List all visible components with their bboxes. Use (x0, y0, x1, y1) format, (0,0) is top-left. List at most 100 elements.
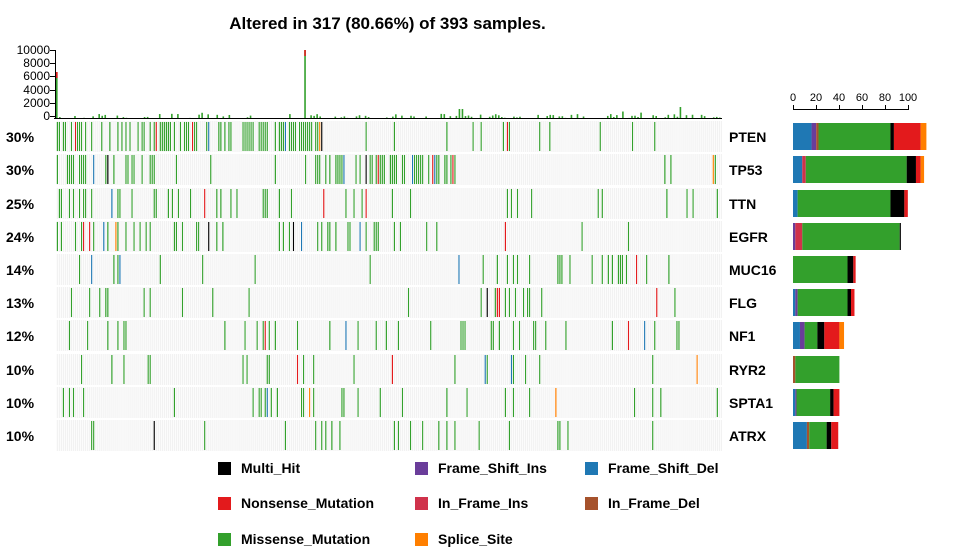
matrix-gap (467, 387, 469, 418)
matrix-gap (156, 320, 158, 351)
matrix-gap (124, 188, 126, 219)
matrix-gap (465, 354, 467, 385)
matrix-gap (564, 188, 566, 219)
matrix-gap (524, 254, 526, 285)
matrix-gap (528, 354, 530, 385)
matrix-gap (465, 387, 467, 418)
matrix-gap (689, 420, 691, 451)
matrix-gap (64, 154, 65, 185)
matrix-gap (193, 154, 195, 185)
matrix-gap (360, 354, 362, 385)
matrix-gap (657, 354, 659, 385)
matrix-gap (306, 221, 308, 252)
matrix-gap (451, 254, 453, 285)
matrix-gap (177, 354, 178, 385)
matrix-gap (497, 154, 499, 185)
matrix-gap (116, 154, 118, 185)
matrix-gap (536, 320, 538, 351)
matrix-gap (360, 121, 362, 152)
matrix-gap (372, 387, 374, 418)
matrix-gap (348, 320, 350, 351)
matrix-gap (439, 387, 441, 418)
matrix-gap (691, 420, 693, 451)
mutation-cell (70, 122, 73, 151)
matrix-gap (504, 320, 505, 351)
matrix-gap (223, 320, 225, 351)
matrix-gap (233, 154, 235, 185)
matrix-gap (310, 354, 312, 385)
matrix-gap (118, 154, 120, 185)
matrix-gap (516, 354, 517, 385)
matrix-gap (267, 287, 269, 318)
matrix-gap (58, 121, 59, 152)
matrix-gap (471, 354, 473, 385)
matrix-gap (231, 254, 233, 285)
matrix-gap (643, 121, 645, 152)
matrix-gap (144, 420, 146, 451)
matrix-gap (374, 287, 376, 318)
matrix-gap (171, 154, 172, 185)
matrix-gap (643, 354, 645, 385)
matrix-gap (292, 387, 293, 418)
matrix-gap (411, 121, 412, 152)
matrix-gap (419, 221, 421, 252)
matrix-gap (485, 387, 487, 418)
matrix-gap (72, 320, 73, 351)
matrix-gap (514, 154, 515, 185)
matrix-gap (437, 221, 439, 252)
matrix-gap (677, 320, 679, 351)
matrix-gap (142, 354, 144, 385)
matrix-gap (578, 188, 580, 219)
matrix-gap (608, 387, 610, 418)
matrix-gap (419, 254, 421, 285)
mutation-cell (173, 222, 176, 251)
matrix-gap (144, 354, 146, 385)
matrix-gap (384, 121, 386, 152)
gene-bar-segment (802, 156, 806, 183)
matrix-gap (449, 287, 451, 318)
matrix-gap (683, 320, 685, 351)
matrix-gap (477, 154, 479, 185)
matrix-gap (401, 320, 402, 351)
matrix-gap (112, 287, 114, 318)
matrix-gap (257, 254, 259, 285)
mutation-cell (527, 288, 529, 317)
matrix-gap (380, 420, 382, 451)
matrix-gap (621, 188, 622, 219)
matrix-gap (635, 121, 637, 152)
matrix-gap (78, 221, 79, 252)
matrix-gap (179, 221, 180, 252)
matrix-gap (278, 387, 279, 418)
matrix-gap (518, 420, 519, 451)
matrix-gap (580, 287, 582, 318)
mutation-cell (274, 155, 276, 184)
matrix-gap (259, 188, 261, 219)
matrix-gap (705, 387, 707, 418)
matrix-gap (409, 221, 410, 252)
matrix-gap (112, 188, 114, 219)
matrix-gap (485, 188, 487, 219)
matrix-gap (596, 320, 598, 351)
matrix-gap (374, 254, 376, 285)
tmb-bar (464, 116, 467, 118)
matrix-gap (253, 221, 255, 252)
matrix-gap (78, 320, 79, 351)
gene-bar-segment (839, 322, 845, 349)
matrix-gap (284, 121, 285, 152)
matrix-gap (294, 420, 295, 451)
matrix-gap (217, 221, 219, 252)
matrix-gap (524, 188, 526, 219)
matrix-gap (425, 287, 427, 318)
mutation-cell (434, 155, 436, 184)
matrix-gap (223, 254, 225, 285)
matrix-gap (572, 188, 574, 219)
matrix-gap (584, 188, 586, 219)
matrix-gap (286, 254, 287, 285)
legend-swatch (415, 461, 428, 475)
matrix-gap (183, 387, 184, 418)
mutation-cell (101, 122, 103, 151)
matrix-gap (255, 221, 257, 252)
matrix-gap (397, 154, 398, 185)
mutation-cell (480, 122, 482, 151)
matrix-gap (366, 121, 368, 152)
